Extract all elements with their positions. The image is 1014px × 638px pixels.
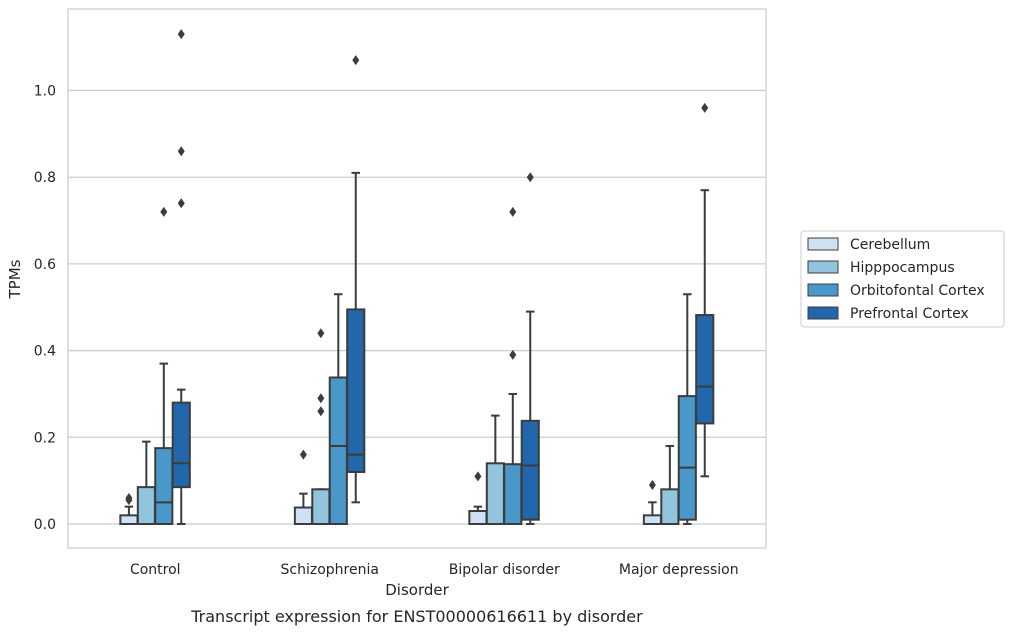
box-iqr	[520, 419, 540, 521]
box-2-3	[677, 293, 697, 525]
box-iqr	[660, 488, 680, 526]
box-iqr	[311, 488, 331, 526]
outlier-point	[474, 471, 482, 482]
box-iqr	[119, 514, 139, 526]
outlier-point	[177, 146, 185, 157]
box-groups	[119, 29, 715, 526]
y-tick-label: 0.2	[34, 430, 56, 446]
box-iqr	[468, 509, 488, 525]
outlier-point	[177, 29, 185, 40]
box-iqr	[171, 401, 191, 489]
legend-swatch	[807, 237, 839, 251]
y-tick-label: 0.4	[34, 344, 56, 360]
box-iqr	[642, 514, 662, 526]
legend-swatch	[807, 306, 839, 320]
box-3-3	[695, 102, 715, 478]
box-iqr	[695, 314, 715, 425]
legend-label: Orbitofontal Cortex	[850, 283, 985, 299]
box-1-2	[485, 414, 505, 525]
legend-label: Hipppocampus	[850, 260, 955, 276]
y-tick-label: 1.0	[34, 84, 56, 100]
y-tick-labels: 0.0 0.2 0.4 0.6 0.8 1.0	[34, 84, 56, 534]
box-iqr	[485, 462, 505, 525]
box-3-2	[520, 172, 540, 525]
x-tick-label: Control	[130, 562, 181, 578]
y-tick-label: 0.6	[34, 257, 56, 273]
legend-frame	[800, 230, 1005, 328]
box-iqr	[293, 506, 313, 526]
outlier-point	[509, 349, 517, 360]
legend-swatch	[807, 283, 839, 297]
outlier-point	[177, 198, 185, 209]
outlier-point	[509, 206, 517, 217]
legend-label: Prefrontal Cortex	[850, 306, 969, 322]
box-iqr	[328, 376, 348, 525]
y-axis-title: TPMs	[6, 259, 24, 299]
box-2-2	[503, 206, 523, 525]
box-iqr	[503, 463, 523, 525]
plot-frame	[67, 8, 767, 549]
legend-swatch	[807, 260, 839, 274]
outlier-point	[125, 495, 133, 506]
outlier-point	[352, 55, 360, 66]
box-3-1	[346, 55, 366, 504]
outlier-point	[160, 206, 168, 217]
box-iqr	[136, 486, 156, 525]
legend: Cerebellum Hipppocampus Orbitofontal Corte…	[800, 230, 1005, 328]
y-tick-label: 0.8	[34, 170, 56, 186]
y-tick-label: 0.0	[34, 517, 56, 533]
legend-label: Cerebellum	[850, 237, 930, 253]
box-iqr	[677, 395, 697, 521]
box-1-3	[660, 444, 680, 526]
x-tick-label: Bipolar disorder	[449, 562, 560, 578]
chart-caption: Transcript expression for ENST0000061661…	[190, 607, 643, 626]
outlier-point	[317, 393, 325, 404]
box-iqr	[154, 447, 174, 526]
outlier-point	[526, 172, 534, 183]
outlier-point	[317, 328, 325, 339]
x-tick-label: Schizophrenia	[281, 562, 379, 578]
box-3-0	[171, 29, 191, 525]
box-0-1	[293, 449, 313, 526]
box-iqr	[346, 308, 366, 473]
outlier-point	[701, 102, 709, 113]
outlier-point	[648, 479, 656, 490]
x-tick-label: Major depression	[619, 562, 739, 578]
outlier-point	[299, 449, 307, 460]
x-tick-labels: Control Schizophrenia Bipolar disorder Majo…	[130, 562, 739, 578]
outlier-point	[317, 406, 325, 417]
x-axis-title: Disorder	[385, 581, 449, 599]
